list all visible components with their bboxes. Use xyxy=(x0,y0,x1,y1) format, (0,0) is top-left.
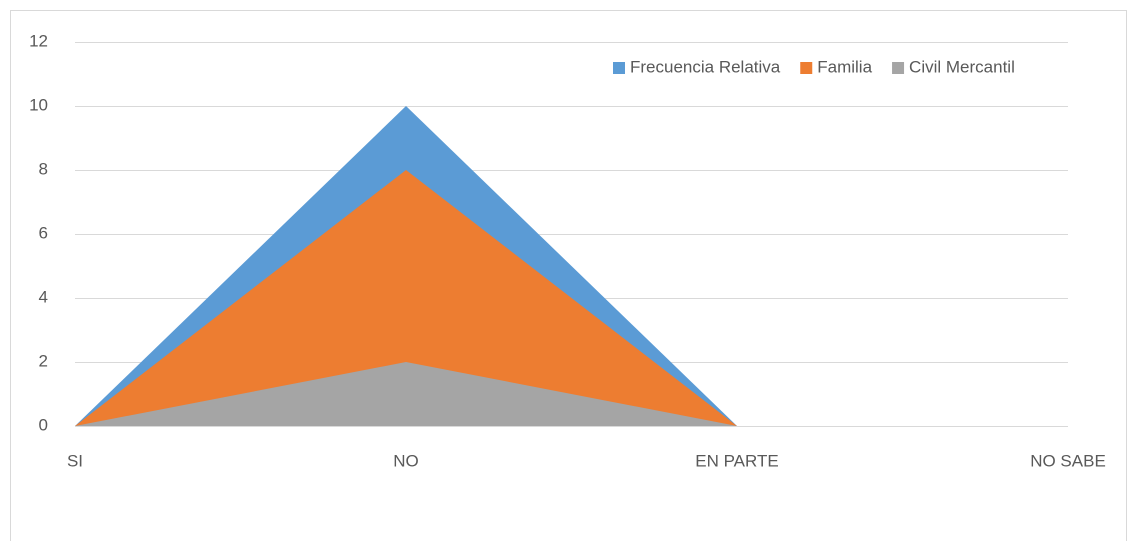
x-tick-label: SI xyxy=(67,451,83,470)
legend-label: Familia xyxy=(817,57,872,76)
x-tick-label: EN PARTE xyxy=(695,451,778,470)
legend-swatch xyxy=(800,62,813,74)
y-tick-label: 0 xyxy=(39,415,48,434)
y-tick-label: 8 xyxy=(39,159,48,178)
legend-label: Civil Mercantil xyxy=(909,57,1015,76)
y-tick-label: 10 xyxy=(29,95,48,114)
x-tick-label: NO SABE xyxy=(1030,451,1106,470)
area xyxy=(75,362,1068,426)
y-tick-label: 6 xyxy=(39,223,48,242)
area xyxy=(75,170,1068,426)
y-tick-label: 4 xyxy=(39,287,48,306)
y-tick-label: 2 xyxy=(39,351,48,370)
legend-swatch xyxy=(613,62,625,74)
legend-swatch xyxy=(892,62,905,74)
x-tick-label: NO xyxy=(393,451,419,470)
legend-label: Frecuencia Relativa xyxy=(630,57,781,76)
y-tick-label: 12 xyxy=(29,31,48,50)
